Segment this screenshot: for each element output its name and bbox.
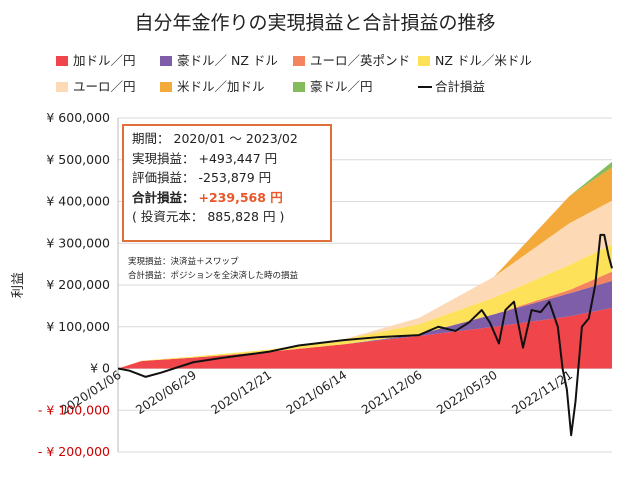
y-axis: ¥ 600,000 ¥ 500,000 ¥ 400,000 ¥ 300,000 ¥ 20… [38, 110, 110, 459]
legend-label: 合計損益 [435, 79, 485, 94]
unrealized-label: 評価損益： [132, 170, 195, 185]
y-tick-label: ¥ 600,000 [46, 110, 110, 125]
summary-box: 期間： 2020/01 ～ 2023/02 実現損益： +493,447 円 評… [122, 124, 332, 242]
y-tick-label: ¥ 400,000 [46, 194, 110, 209]
legend-swatch [293, 56, 305, 66]
realized-value: +493,447 円 [198, 150, 278, 166]
legend-label: 米ドル／加ドル [177, 79, 265, 94]
y-tick-label: ¥ 300,000 [46, 235, 110, 250]
period-value: 2020/01 ～ 2023/02 [173, 131, 298, 146]
legend-label: 豪ドル／円 [310, 79, 373, 94]
principal-row: ( 投資元本： 885,828 円 ) [132, 207, 322, 227]
legend-swatch [56, 56, 68, 66]
total-value: +239,568 円 [198, 189, 283, 205]
legend-label: 豪ドル／ NZ ドル [177, 53, 278, 68]
area-series-1 [118, 307, 612, 369]
y-axis-label: 利益 [11, 272, 26, 298]
y-tick-label: - ¥ 200,000 [38, 444, 110, 459]
area-series-4 [118, 244, 612, 369]
chart-title: 自分年金作りの実現損益と合計損益の推移 [134, 12, 495, 34]
legend-label: ユーロ／円 [73, 79, 136, 94]
total-line [117, 233, 613, 437]
total-pnl-line [117, 233, 613, 437]
realized-label: 実現損益： [132, 150, 195, 166]
unrealized-row: 評価損益： -253,879 円 [132, 168, 322, 188]
total-label: 合計損益： [132, 189, 195, 205]
note-total: 合計損益：ポジションを全決済した時の損益 [128, 271, 299, 281]
unrealized-value: -253,879 円 [198, 170, 272, 185]
period-label: 期間： [132, 131, 170, 146]
legend-swatch [56, 82, 68, 92]
principal-value: ( 投資元本： 885,828 円 ) [132, 209, 285, 224]
area-series-5 [118, 200, 612, 369]
legend-swatch [418, 56, 430, 66]
legend-swatch [160, 82, 172, 92]
y-tick-label: ¥ 0 [90, 361, 110, 376]
y-tick-label: - ¥ 100,000 [38, 402, 110, 417]
legend-swatch [160, 56, 172, 66]
period-row: 期間： 2020/01 ～ 2023/02 [132, 129, 322, 149]
legend-label: NZ ドル／米ドル [435, 53, 532, 68]
note-realized: 実現損益：決済益＋スワップ [128, 257, 239, 267]
legend-label: ユーロ／英ポンド [310, 53, 410, 68]
y-tick-label: ¥ 100,000 [46, 319, 110, 334]
y-tick-label: ¥ 500,000 [46, 152, 110, 167]
stacked-areas [118, 161, 612, 369]
legend-label: 加ドル／円 [73, 53, 136, 68]
y-tick-label: ¥ 200,000 [46, 277, 110, 292]
total-row: 合計損益： +239,568 円 [132, 188, 322, 208]
realized-row: 実現損益： +493,447 円 [132, 149, 322, 169]
legend-swatch [293, 82, 305, 92]
